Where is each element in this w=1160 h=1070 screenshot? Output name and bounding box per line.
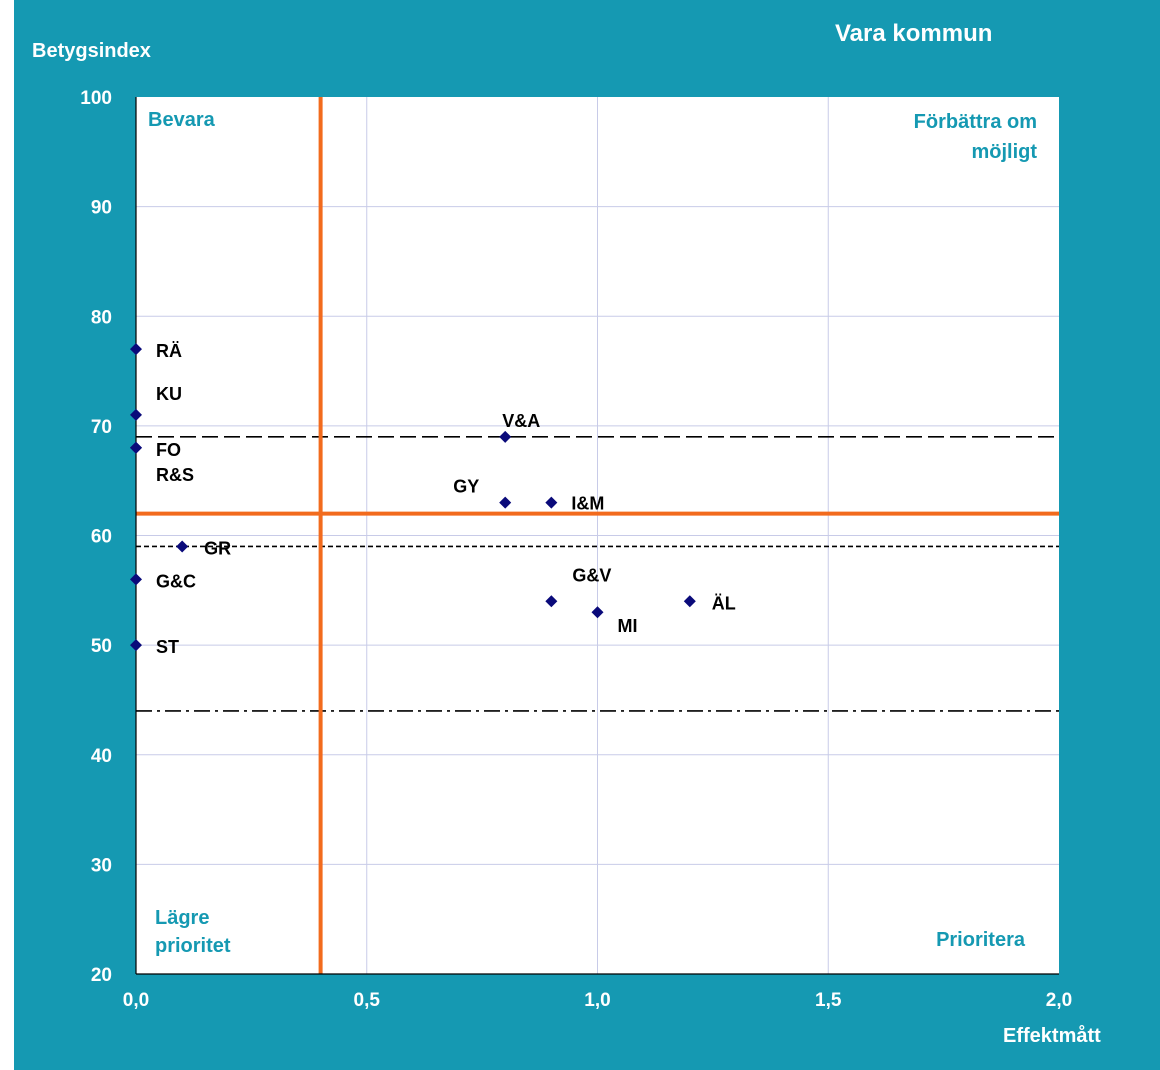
- quadrant-label-forbattra: möjligt: [971, 141, 1037, 163]
- data-point-marker: [545, 496, 558, 509]
- data-point-marker: [130, 639, 142, 652]
- y-tick-label: 30: [91, 855, 112, 876]
- y-tick-label: 70: [91, 417, 112, 438]
- x-tick-label: 1,0: [584, 990, 610, 1011]
- data-point-marker: [130, 408, 142, 421]
- data-point-label: GY: [453, 477, 479, 497]
- y-tick-label: 40: [91, 746, 112, 767]
- y-tick-label: 100: [80, 88, 112, 109]
- data-point-marker: [130, 573, 142, 586]
- chart-title: Vara kommun: [835, 20, 993, 47]
- data-point-label: ST: [156, 637, 179, 657]
- data-point-label: ÄL: [712, 593, 736, 613]
- x-tick-label: 0,5: [354, 990, 381, 1011]
- data-point-label: I&M: [571, 494, 604, 514]
- data-point-marker: [591, 606, 604, 619]
- quadrant-label-lagre-prioritet: prioritet: [155, 935, 231, 957]
- y-tick-label: 20: [91, 965, 112, 986]
- x-axis-title: Effektmått: [1003, 1025, 1101, 1047]
- x-tick-label: 1,5: [815, 990, 842, 1011]
- data-point-label: RÄ: [156, 341, 182, 361]
- y-tick-label: 50: [91, 636, 112, 657]
- y-axis-title: Betygsindex: [32, 40, 151, 62]
- data-point-label: G&C: [156, 571, 196, 591]
- data-point-label: MI: [618, 616, 638, 636]
- data-point-marker: [176, 540, 189, 553]
- data-point-marker: [499, 430, 512, 443]
- data-point-marker: [130, 343, 142, 356]
- data-point-label: V&A: [502, 411, 540, 431]
- x-tick-label: 2,0: [1046, 990, 1072, 1011]
- quadrant-label-bevara: Bevara: [148, 109, 216, 131]
- data-point-label: G&V: [572, 565, 611, 585]
- data-point-marker: [683, 595, 696, 608]
- x-tick-label: 0,0: [123, 990, 149, 1011]
- data-point-label: FO: [156, 440, 181, 460]
- y-tick-label: 90: [91, 198, 112, 219]
- quadrant-label-lagre-prioritet: Lägre: [155, 907, 209, 929]
- data-point-marker: [499, 496, 512, 509]
- data-point-marker: [545, 595, 558, 608]
- data-point-marker: [130, 441, 142, 454]
- data-point-label: KU: [156, 384, 182, 404]
- quadrant-label-prioritera: Prioritera: [936, 929, 1026, 951]
- data-point-label: GR: [204, 538, 231, 558]
- y-tick-label: 80: [91, 307, 112, 328]
- y-tick-label: 60: [91, 527, 112, 548]
- quadrant-label-forbattra: Förbättra om: [914, 111, 1037, 133]
- data-point-label: R&S: [156, 465, 194, 485]
